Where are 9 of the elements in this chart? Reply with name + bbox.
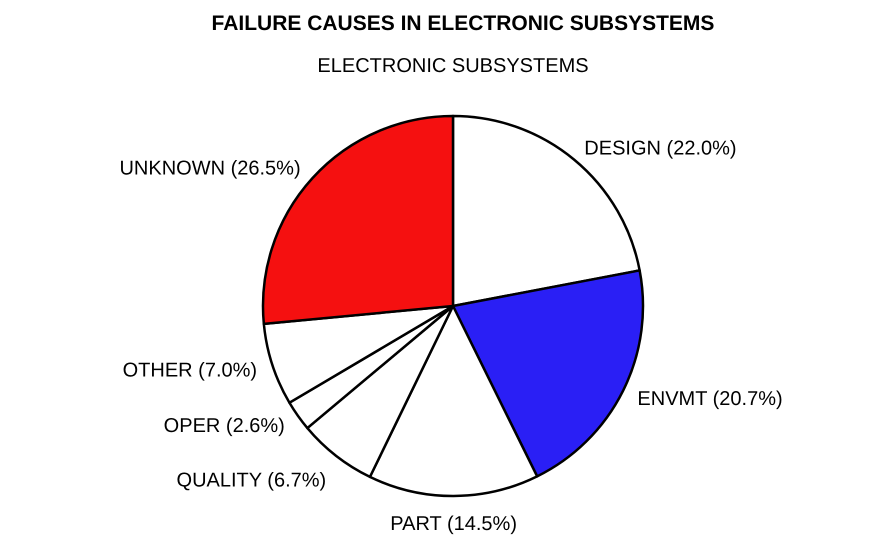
slice-label: ENVMT (20.7%) xyxy=(637,388,783,410)
slice-label: DESIGN (22.0%) xyxy=(584,137,737,160)
slice-label: OPER (2.6%) xyxy=(164,414,285,437)
slice-label: QUALITY (6.7%) xyxy=(176,469,326,492)
chart-subtitle: ELECTRONIC SUBSYSTEMS xyxy=(317,55,589,77)
chart-title: FAILURE CAUSES IN ELECTRONIC SUBSYSTEMS xyxy=(212,12,714,35)
slice-label: UNKNOWN (26.5%) xyxy=(119,157,301,180)
slice-label: PART (14.5%) xyxy=(390,513,518,535)
slice-label: OTHER (7.0%) xyxy=(122,360,258,382)
